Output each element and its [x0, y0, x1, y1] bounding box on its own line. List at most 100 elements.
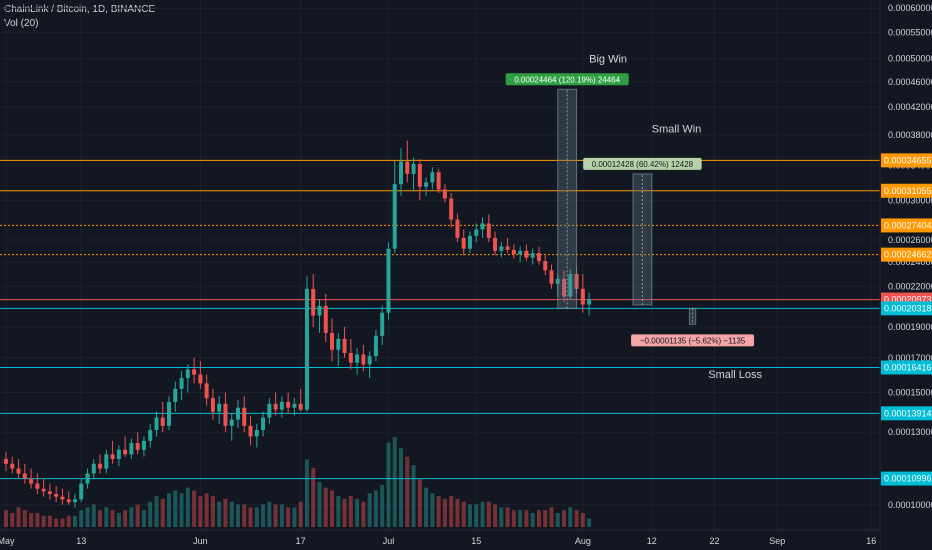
candle-body[interactable]	[292, 403, 297, 408]
candle-body[interactable]	[455, 219, 460, 238]
candle-body[interactable]	[267, 403, 272, 418]
candle-body[interactable]	[524, 250, 529, 258]
candle-body[interactable]	[210, 398, 215, 412]
candle-body[interactable]	[580, 288, 585, 305]
candle-body[interactable]	[430, 172, 435, 183]
candle-body[interactable]	[279, 401, 284, 410]
price-axis[interactable]	[880, 0, 932, 530]
candle-body[interactable]	[229, 419, 234, 426]
candle-body[interactable]	[342, 338, 347, 353]
candle-body[interactable]	[154, 417, 159, 431]
candle-body[interactable]	[367, 356, 372, 365]
candle-body[interactable]	[192, 369, 197, 375]
candle-body[interactable]	[549, 270, 554, 284]
candle-body[interactable]	[499, 246, 504, 251]
candle-body[interactable]	[298, 403, 303, 410]
text-annotation[interactable]: Big Win	[589, 54, 627, 66]
candle-body[interactable]	[530, 253, 535, 258]
candle-body[interactable]	[129, 443, 134, 455]
candle-body[interactable]	[110, 454, 115, 460]
candle-body[interactable]	[116, 449, 121, 460]
candle-body[interactable]	[449, 198, 454, 220]
candle-body[interactable]	[85, 473, 90, 484]
candle-body[interactable]	[373, 335, 378, 357]
candle-body[interactable]	[148, 430, 153, 441]
candle-body[interactable]	[480, 223, 485, 230]
candle-body[interactable]	[254, 430, 259, 437]
candle-body[interactable]	[493, 237, 498, 251]
candle-body[interactable]	[536, 253, 541, 262]
candle-body[interactable]	[35, 483, 40, 489]
candle-body[interactable]	[261, 417, 266, 431]
candle-body[interactable]	[411, 164, 416, 174]
candle-body[interactable]	[223, 403, 228, 426]
candle-body[interactable]	[173, 388, 178, 402]
candle-body[interactable]	[587, 299, 592, 305]
candle-body[interactable]	[198, 374, 203, 384]
candle-body[interactable]	[185, 369, 190, 379]
candle-body[interactable]	[22, 473, 27, 479]
candle-body[interactable]	[336, 338, 341, 350]
time-axis[interactable]	[0, 530, 880, 550]
candle-body[interactable]	[41, 488, 46, 492]
candle-body[interactable]	[436, 172, 441, 190]
candle-body[interactable]	[417, 164, 422, 187]
candle-body[interactable]	[98, 463, 103, 469]
candle-body[interactable]	[486, 223, 491, 238]
candle-body[interactable]	[29, 478, 34, 484]
candle-body[interactable]	[160, 417, 165, 426]
candle-body[interactable]	[518, 250, 523, 255]
candle-body[interactable]	[91, 463, 96, 474]
candle-body[interactable]	[386, 248, 391, 313]
candle-body[interactable]	[135, 443, 140, 450]
candle-body[interactable]	[79, 483, 84, 500]
candle-body[interactable]	[562, 278, 567, 297]
candle-body[interactable]	[10, 463, 15, 469]
text-annotation[interactable]: Small Win	[652, 124, 702, 136]
candle-body[interactable]	[511, 249, 516, 255]
candle-body[interactable]	[4, 459, 8, 464]
candle-body[interactable]	[167, 401, 172, 426]
candle-body[interactable]	[273, 403, 278, 410]
volume-indicator-label[interactable]: Vol (20)	[4, 18, 39, 29]
candle-body[interactable]	[330, 332, 335, 350]
candle-body[interactable]	[461, 237, 466, 249]
candle-body[interactable]	[348, 352, 353, 363]
candle-body[interactable]	[104, 454, 109, 469]
candle-body[interactable]	[380, 312, 385, 336]
candle-body[interactable]	[399, 161, 404, 185]
candle-body[interactable]	[392, 184, 397, 249]
candle-body[interactable]	[304, 288, 309, 410]
candle-body[interactable]	[568, 273, 573, 297]
candle-body[interactable]	[442, 189, 447, 199]
candle-body[interactable]	[543, 261, 548, 271]
candle-body[interactable]	[54, 494, 59, 497]
candle-body[interactable]	[204, 383, 209, 399]
candle-body[interactable]	[179, 378, 184, 389]
candle-body[interactable]	[467, 235, 472, 249]
volume-bar	[116, 512, 121, 527]
candle-body[interactable]	[235, 407, 240, 420]
candle-body[interactable]	[311, 288, 316, 316]
candle-body[interactable]	[123, 449, 128, 455]
candle-body[interactable]	[355, 354, 360, 363]
candle-body[interactable]	[405, 161, 410, 174]
candle-body[interactable]	[141, 440, 146, 450]
text-annotation[interactable]: Small Loss	[708, 369, 762, 381]
candle-body[interactable]	[16, 468, 21, 474]
candle-body[interactable]	[217, 403, 222, 412]
candle-body[interactable]	[474, 229, 479, 236]
candle-body[interactable]	[242, 407, 247, 426]
candle-body[interactable]	[424, 182, 429, 187]
candle-body[interactable]	[248, 425, 253, 437]
candle-body[interactable]	[317, 305, 322, 316]
candle-body[interactable]	[60, 496, 65, 500]
candle-body[interactable]	[72, 499, 77, 503]
candle-body[interactable]	[286, 401, 291, 408]
candle-body[interactable]	[66, 499, 71, 503]
candle-body[interactable]	[323, 305, 328, 333]
candle-body[interactable]	[361, 354, 366, 365]
candle-body[interactable]	[47, 491, 52, 495]
candle-body[interactable]	[505, 246, 510, 250]
